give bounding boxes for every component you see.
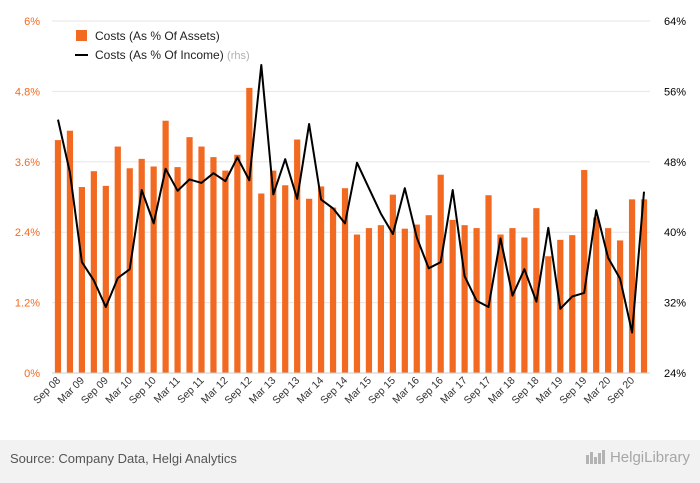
bar	[198, 146, 205, 373]
legend-bar-swatch	[76, 30, 87, 41]
bar	[545, 256, 552, 373]
left-tick-label: 6%	[24, 16, 40, 28]
income-ratio-line	[57, 64, 645, 334]
bar	[365, 228, 373, 373]
bar	[162, 120, 169, 373]
bar	[234, 154, 241, 373]
bar	[90, 171, 97, 373]
bar	[485, 195, 492, 373]
bar	[581, 170, 588, 373]
legend-rhs-suffix: (rhs)	[227, 50, 250, 62]
bar	[377, 225, 385, 373]
bar	[138, 158, 145, 373]
bar	[616, 240, 624, 373]
x-tick-label: Sep 10	[127, 375, 159, 407]
left-tick-label: 3.6%	[15, 157, 40, 169]
bar	[102, 185, 109, 373]
bar	[150, 166, 157, 373]
footer: Source: Company Data, Helgi Analytics He…	[0, 440, 700, 483]
bar	[329, 207, 337, 373]
bar	[54, 140, 62, 373]
right-tick-label: 64%	[664, 16, 686, 28]
bar	[341, 188, 349, 373]
bar	[282, 185, 289, 373]
logo-text: HelgiLibrary	[609, 449, 690, 466]
bar	[353, 234, 361, 373]
legend-income-name: Costs (As % Of Income)	[95, 48, 227, 62]
bar	[306, 198, 313, 373]
bar	[461, 225, 468, 373]
bar	[66, 130, 74, 373]
bar	[210, 157, 217, 373]
bar	[640, 199, 648, 373]
bar	[270, 170, 277, 373]
bar	[401, 228, 408, 373]
bar	[246, 87, 253, 373]
bar	[437, 174, 444, 373]
bar	[317, 186, 325, 373]
bar	[222, 170, 229, 373]
bar	[114, 146, 121, 373]
bar	[425, 215, 432, 373]
bar	[628, 199, 636, 373]
left-tick-label: 0%	[24, 368, 40, 380]
legend-label-assets: Costs (As % Of Assets)	[95, 29, 220, 43]
bar	[126, 168, 133, 373]
right-tick-label: 24%	[664, 368, 686, 380]
bar	[174, 167, 181, 373]
bar	[569, 235, 576, 373]
bar	[509, 228, 516, 373]
right-tick-label: 40%	[664, 227, 686, 239]
left-tick-label: 4.8%	[15, 86, 40, 98]
combo-chart: 0% 1.2% 2.4% 3.6% 4.8% 6% 24% 32% 40% 48% 56% 64% Se…	[15, 16, 686, 407]
bar	[533, 208, 540, 373]
right-tick-label: 56%	[664, 86, 686, 98]
right-tick-label: 48%	[664, 157, 686, 169]
bar	[389, 194, 396, 373]
right-tick-label: 32%	[664, 298, 686, 310]
bar	[186, 137, 193, 373]
library-icon	[585, 450, 605, 464]
bar	[497, 234, 504, 373]
left-tick-label: 1.2%	[15, 298, 40, 310]
bar	[294, 139, 301, 373]
bar	[258, 193, 265, 373]
source-note: Source: Company Data, Helgi Analytics	[10, 451, 237, 466]
bar	[449, 219, 456, 373]
bar	[78, 187, 86, 373]
helgi-library-logo[interactable]: HelgiLibrary	[585, 449, 690, 466]
x-tick-label: Sep 20	[605, 375, 637, 407]
bar	[413, 224, 420, 373]
bar	[521, 237, 528, 373]
bar	[605, 228, 612, 373]
bar	[593, 217, 600, 373]
left-tick-label: 2.4%	[15, 227, 40, 239]
legend-label-income: Costs (As % Of Income) (rhs)	[95, 48, 250, 62]
